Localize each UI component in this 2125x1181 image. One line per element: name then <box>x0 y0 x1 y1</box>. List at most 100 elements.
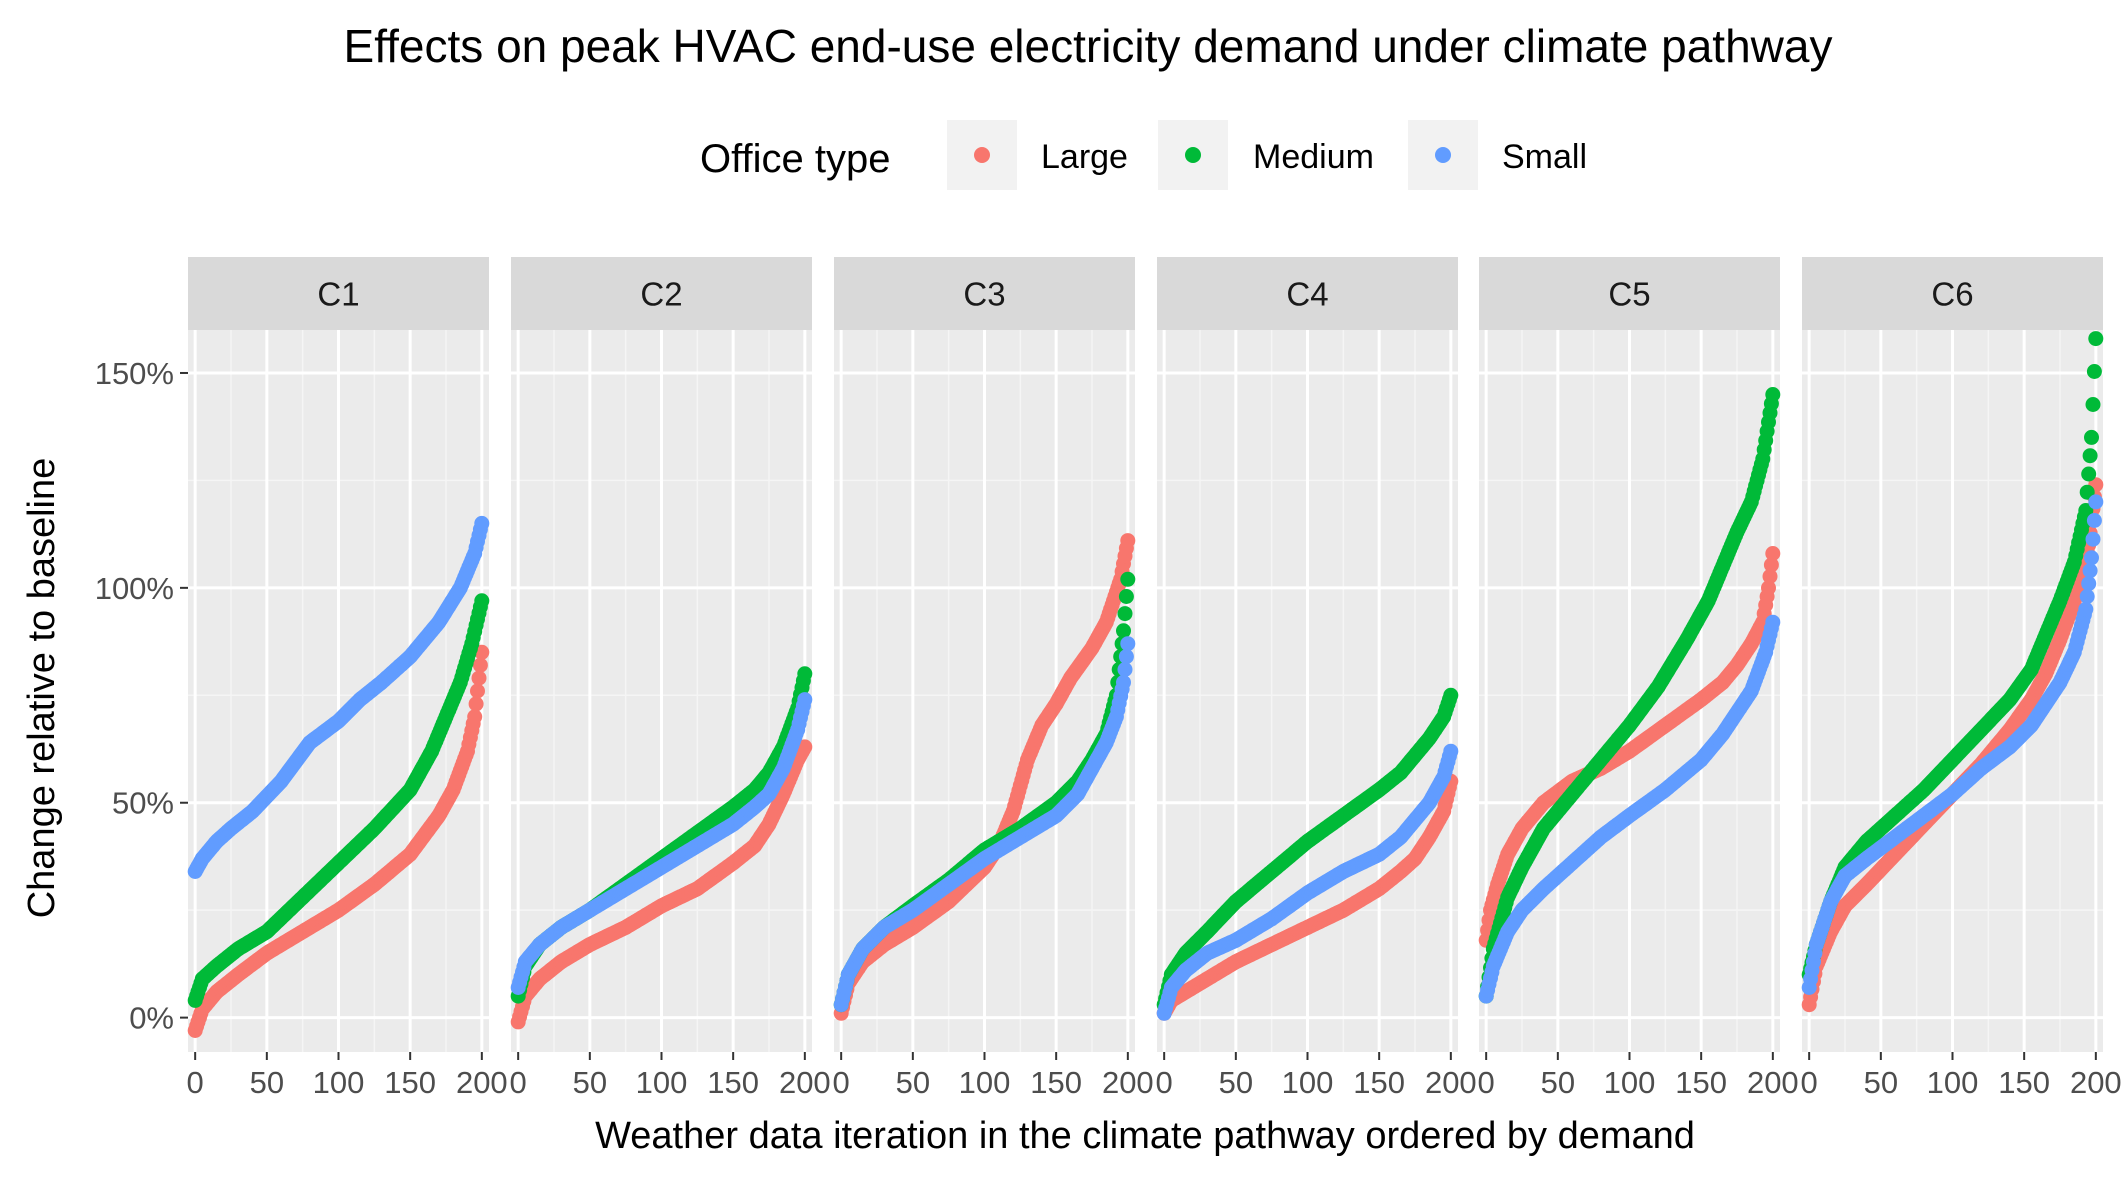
x-tick-label: 150 <box>707 1065 759 1100</box>
y-tick-label: 150% <box>95 356 174 391</box>
chart-title: Effects on peak HVAC end-use electricity… <box>344 20 1833 72</box>
data-point <box>470 683 485 699</box>
series-c2-small <box>510 692 813 995</box>
data-point <box>474 593 490 609</box>
data-point <box>471 670 487 686</box>
x-tick-label: 0 <box>1478 1065 1495 1100</box>
y-tick-label: 100% <box>95 571 174 606</box>
data-point <box>1763 557 1779 573</box>
facet-panel-c2: C2 0 50 100 150 200 <box>510 257 831 1100</box>
facet-panels: C1 0 50 100 150 200 C2 0 50 100 150 200 C3 0 50 100 150 2… <box>187 257 2122 1100</box>
y-tick-label: 50% <box>112 786 174 821</box>
data-point <box>2081 576 2097 592</box>
legend-entry-large: Large <box>947 120 1128 190</box>
data-point <box>2085 397 2101 412</box>
facet-panel-c5: C5 0 50 100 150 200 <box>1478 257 1799 1100</box>
x-tick-label: 200 <box>456 1065 508 1100</box>
x-tick-label: 150 <box>1353 1065 1405 1100</box>
strip-label-c1: C1 <box>317 276 359 313</box>
data-point <box>797 666 813 682</box>
series-c5-small <box>1478 614 1781 1004</box>
x-tick-label: 100 <box>1604 1065 1656 1100</box>
y-axis: 0% 50% 100% 150% <box>95 356 188 1036</box>
x-axis-title: Weather data iteration in the climate pa… <box>595 1115 1695 1157</box>
data-point <box>1765 387 1781 402</box>
x-tick-label: 0 <box>833 1065 850 1100</box>
data-point <box>2088 494 2104 510</box>
data-point <box>1443 687 1459 703</box>
x-tick-label: 50 <box>1864 1065 1898 1100</box>
facet-panel-c4: C4 0 50 100 150 200 <box>1156 257 1477 1100</box>
x-tick-label: 150 <box>1998 1065 2050 1100</box>
x-tick-label: 50 <box>1219 1065 1253 1100</box>
legend-label-small: Small <box>1502 138 1587 176</box>
x-tick-label: 0 <box>1156 1065 1173 1100</box>
data-point <box>797 739 813 755</box>
data-point <box>1765 546 1781 561</box>
data-point <box>1443 743 1459 759</box>
data-point <box>1116 623 1131 639</box>
data-point <box>2079 484 2095 500</box>
data-point <box>1118 649 1134 665</box>
data-point <box>1116 674 1131 690</box>
legend-dot-small <box>1435 147 1451 163</box>
data-point <box>2079 589 2095 604</box>
data-point <box>474 515 490 531</box>
facet-panel-c6: C6 0 50 100 150 200 <box>1801 257 2122 1100</box>
x-tick-label: 100 <box>1282 1065 1334 1100</box>
x-tick-label: 50 <box>250 1065 284 1100</box>
x-tick-label: 0 <box>187 1065 204 1100</box>
strip-background <box>1479 257 1780 330</box>
data-point <box>1120 571 1136 587</box>
data-point <box>468 696 484 712</box>
data-point <box>2082 563 2098 579</box>
facet-panel-c1: C1 0 50 100 150 200 <box>187 257 508 1100</box>
x-tick-label: 200 <box>1747 1065 1799 1100</box>
x-tick-label: 100 <box>636 1065 688 1100</box>
data-point <box>472 657 488 673</box>
strip-label-c6: C6 <box>1931 276 1973 313</box>
data-point <box>467 709 483 725</box>
strip-label-c3: C3 <box>963 276 1005 313</box>
x-tick-label: 200 <box>1102 1065 1154 1100</box>
legend: Office type Large Medium Small <box>700 120 1587 190</box>
y-tick-label: 0% <box>129 1001 174 1036</box>
legend-entry-small: Small <box>1408 120 1587 190</box>
x-tick-label: 150 <box>384 1065 436 1100</box>
strip-label-c2: C2 <box>640 276 682 313</box>
series-c4-small <box>1156 743 1459 1021</box>
legend-dot-large <box>974 147 990 163</box>
data-point <box>1762 568 1778 584</box>
x-tick-label: 50 <box>896 1065 930 1100</box>
series-c2-large <box>510 739 813 1030</box>
x-tick-label: 200 <box>1425 1065 1477 1100</box>
facet-panel-c3: C3 0 50 100 150 200 <box>833 257 1154 1100</box>
x-tick-label: 50 <box>1541 1065 1575 1100</box>
data-point <box>474 644 490 660</box>
x-tick-label: 0 <box>510 1065 527 1100</box>
data-point <box>1117 662 1133 677</box>
strip-background <box>834 257 1135 330</box>
data-point <box>2078 601 2094 617</box>
strip-background <box>1802 257 2103 330</box>
x-tick-label: 150 <box>1675 1065 1727 1100</box>
data-point <box>2085 531 2101 547</box>
data-point <box>1120 533 1136 549</box>
strip-background <box>1157 257 1458 330</box>
data-point <box>2078 503 2094 518</box>
series-c1-large <box>187 644 490 1038</box>
x-tick-label: 200 <box>2070 1065 2122 1100</box>
data-point <box>2084 550 2099 566</box>
data-point <box>2081 466 2097 482</box>
strip-background <box>188 257 489 330</box>
x-tick-label: 50 <box>573 1065 607 1100</box>
data-point <box>2086 364 2102 379</box>
x-tick-label: 0 <box>1801 1065 1818 1100</box>
data-point <box>1765 614 1781 630</box>
legend-title: Office type <box>700 137 890 181</box>
legend-dot-medium <box>1185 147 1201 163</box>
series-c4-large <box>1156 773 1459 1021</box>
x-tick-label: 100 <box>1927 1065 1979 1100</box>
legend-label-medium: Medium <box>1253 138 1374 176</box>
